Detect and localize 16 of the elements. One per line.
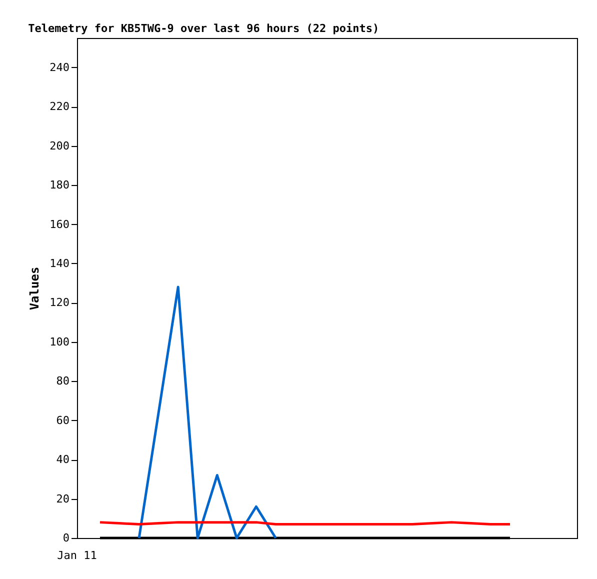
y-tick-label: 60 [56,414,70,427]
y-tick-label: 220 [50,100,70,114]
text: Jan 11 [57,549,97,562]
y-tick-label: 100 [50,335,70,348]
y-axis-title: Values [28,266,42,310]
y-tick-label: 0 [62,532,70,544]
y-tick-label: 160 [50,218,70,231]
y-tick-label: 80 [56,374,70,388]
y-tick-label: 20 [56,492,70,506]
y-tick-label: 120 [50,296,70,310]
y-tick-label: 40 [56,453,70,466]
y-tick-label: 180 [50,178,70,192]
y-tick-label: 240 [50,60,70,74]
y-tick-label: 140 [50,256,70,270]
y-tick-label: 200 [50,139,70,152]
chart-title: Telemetry for KB5TWG-9 over last 96 hours (22 points) [28,22,380,35]
